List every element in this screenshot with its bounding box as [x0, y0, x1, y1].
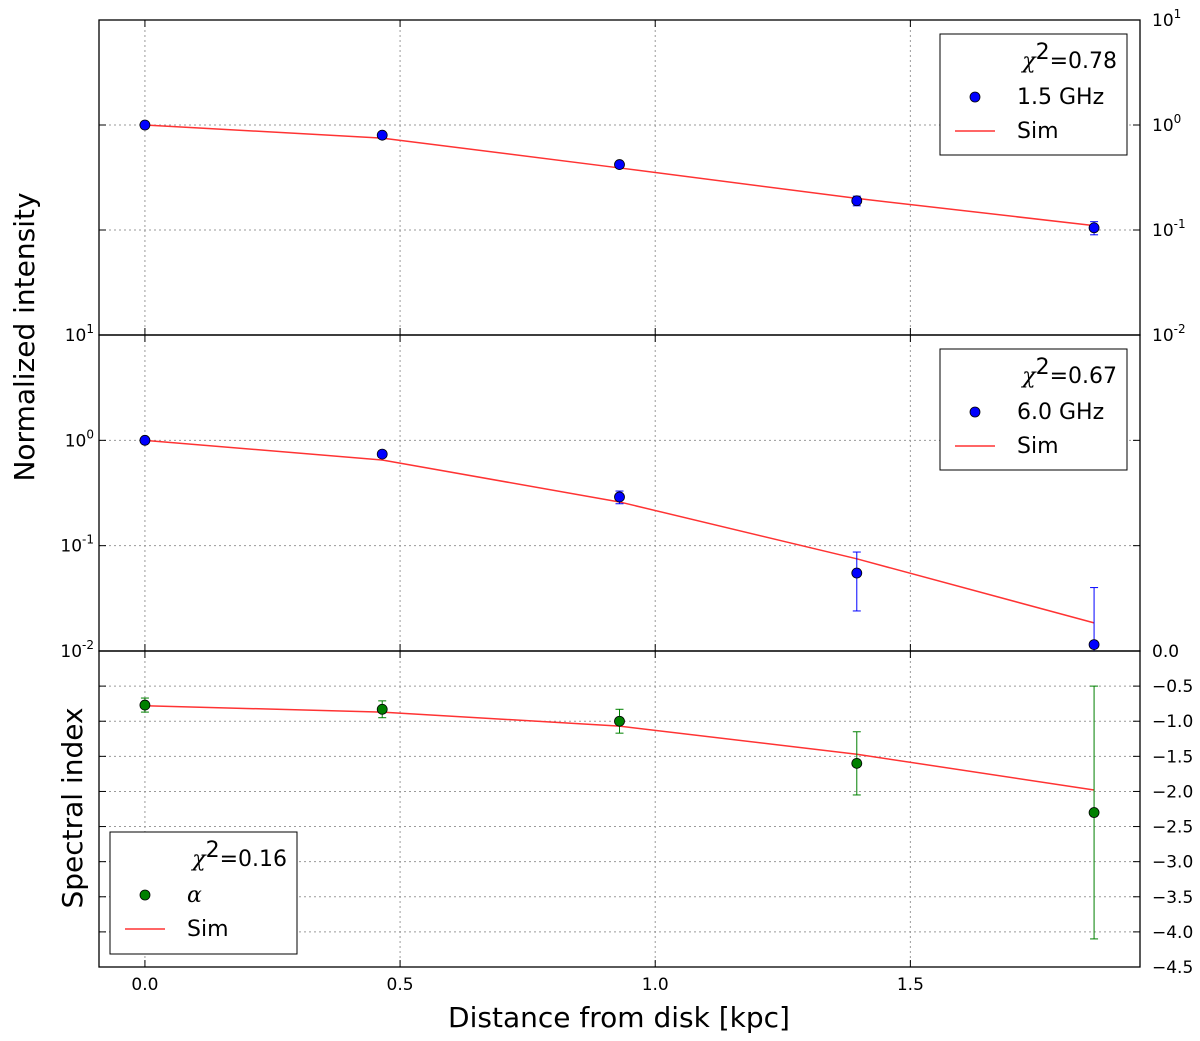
- data-point: [376, 129, 388, 141]
- error-bar: [852, 551, 861, 612]
- panel-bottom-spectral-index: 0.0 −0.5 −1.0 −1.5 −2.0 −2.5 −3.0 −3.5 −4.0 −4.5 χ…: [98, 642, 1193, 978]
- legend-label-points: 1.5 GHz: [1017, 85, 1104, 110]
- data-point: [614, 159, 625, 170]
- y-tick-label-right: 101: [1152, 7, 1181, 31]
- y-tick-label-right: −2.5: [1152, 818, 1193, 838]
- data-point: [139, 434, 151, 446]
- legend: χ2=0.67 6.0 GHz Sim: [939, 348, 1128, 471]
- y-tick-label-right: −0.5: [1152, 677, 1193, 697]
- x-tick-label: 1.0: [642, 975, 669, 995]
- panel-frame: [98, 650, 1141, 968]
- data-point: [851, 567, 863, 579]
- data-point: [139, 699, 151, 711]
- legend-chi-squared: χ2=0.16: [190, 838, 287, 872]
- y-axis-title-intensity: Normalized intensity: [8, 192, 41, 481]
- x-tick-label: 0.0: [131, 975, 158, 995]
- data-point: [851, 757, 863, 769]
- y-tick-label-left: 101: [65, 322, 94, 346]
- y-tick-label-right: 10-2: [1152, 322, 1186, 346]
- x-axis-ticks: 0.0 0.5 1.0 1.5: [131, 975, 923, 995]
- y-tick-label-left: 10-1: [60, 533, 94, 557]
- data-point: [614, 715, 625, 727]
- data-point: [851, 195, 863, 207]
- data-point: [614, 491, 625, 503]
- legend-label-points: 6.0 GHz: [1017, 400, 1104, 425]
- y-tick-label-right: −3.5: [1152, 888, 1193, 908]
- y-axis-title-spectral-index: Spectral index: [56, 707, 89, 908]
- legend-chi-squared: χ2=0.67: [1020, 355, 1117, 389]
- data-point: [139, 119, 151, 131]
- y-tick-label-right: −2.0: [1152, 782, 1193, 802]
- y-tick-label-right: 10-1: [1152, 217, 1186, 241]
- legend-label-sim: Sim: [1017, 119, 1059, 144]
- legend-marker-points: [969, 406, 981, 418]
- legend-chi-squared: χ2=0.78: [1020, 40, 1117, 74]
- legend-label-sim: Sim: [187, 917, 229, 942]
- y-tick-label-right: −3.0: [1152, 853, 1193, 873]
- legend-marker-points: [139, 889, 151, 901]
- y-tick-label-left: 100: [65, 427, 94, 451]
- x-tick-label: 0.5: [387, 975, 414, 995]
- legend-box: [939, 348, 1128, 471]
- y-tick-label-right: 0.0: [1152, 642, 1179, 662]
- data-point: [1088, 807, 1100, 818]
- legend-label-points: α: [187, 883, 202, 908]
- panel-top-intensity-1-5ghz: 101 100 10-1 10-2 χ2=0.78 1.5 GHz Sim: [98, 7, 1186, 346]
- legend-marker-points: [969, 91, 981, 103]
- y-tick-label-right: −4.5: [1152, 958, 1193, 978]
- data-point: [376, 448, 388, 460]
- panel-middle-intensity-6ghz: 101 100 10-1 10-2 χ2=0.67 6.0 GHz Sim: [60, 322, 1141, 662]
- legend: χ2=0.16 α Sim: [109, 831, 298, 955]
- x-axis-title: Distance from disk [kpc]: [448, 1001, 790, 1034]
- y-tick-label-right: 100: [1152, 112, 1181, 136]
- data-point: [376, 703, 388, 715]
- y-tick-label-left: 10-2: [60, 638, 94, 662]
- x-tick-label: 1.5: [897, 975, 924, 995]
- data-point: [1088, 639, 1100, 651]
- legend: χ2=0.78 1.5 GHz Sim: [939, 33, 1128, 156]
- data-point: [1088, 222, 1100, 234]
- y-tick-label-right: −4.0: [1152, 923, 1193, 943]
- y-tick-label-right: −1.5: [1152, 747, 1193, 767]
- y-tick-label-right: −1.0: [1152, 712, 1193, 732]
- legend-label-sim: Sim: [1017, 434, 1059, 459]
